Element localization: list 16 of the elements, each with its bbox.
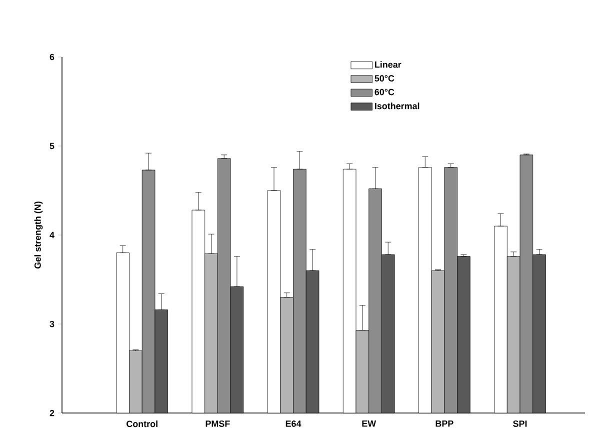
x-tick-label: E64 bbox=[286, 420, 302, 427]
legend-label: Linear bbox=[375, 61, 402, 68]
x-tick-label: EW bbox=[362, 420, 376, 427]
y-tick-label: 4 bbox=[50, 232, 54, 238]
y-tick-label: 2 bbox=[50, 410, 54, 416]
legend-label: 50°C bbox=[374, 75, 394, 82]
x-tick-label: PMSF bbox=[206, 420, 230, 427]
legend-label: Isothermal bbox=[375, 102, 420, 110]
y-tick-label: 5 bbox=[50, 142, 54, 150]
y-tick-label: 3 bbox=[50, 320, 54, 328]
legend-label: 60°C bbox=[374, 88, 394, 96]
y-axis-title: Gel strength (N) bbox=[34, 202, 43, 268]
x-tick-label: Control bbox=[126, 420, 158, 428]
x-tick-label: BPP bbox=[436, 420, 454, 427]
y-tick-label: 6 bbox=[50, 54, 54, 60]
x-tick-label: SPI bbox=[513, 420, 527, 427]
